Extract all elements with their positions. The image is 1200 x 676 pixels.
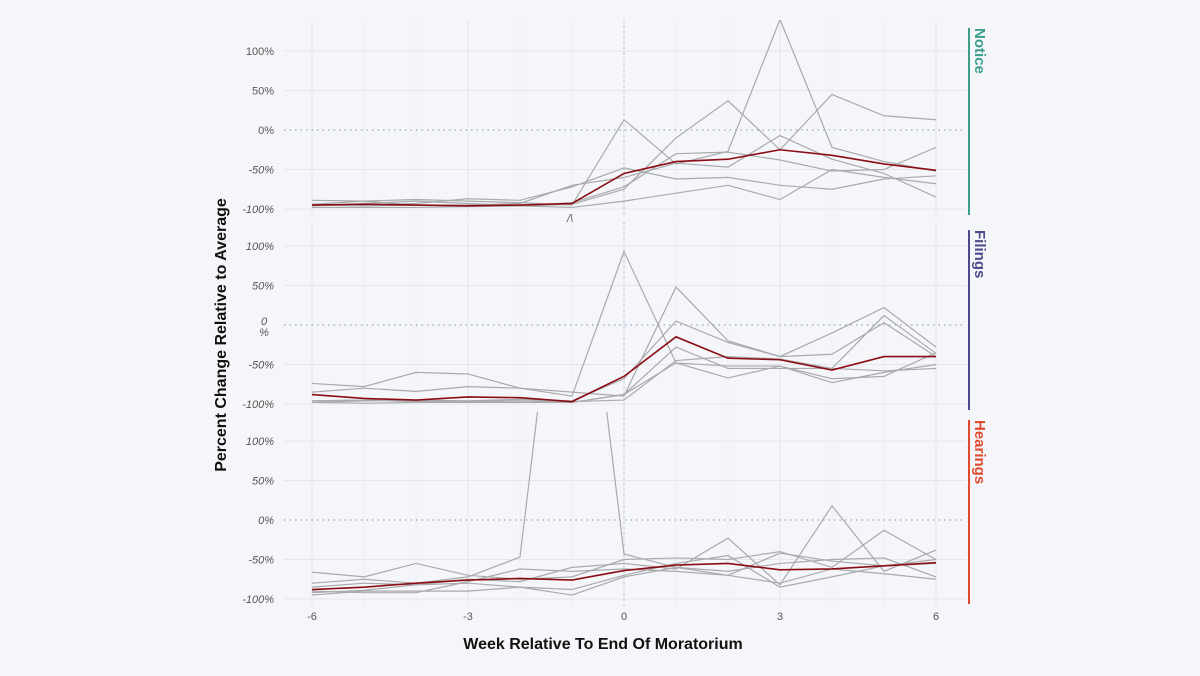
stray-mark: /\ bbox=[566, 213, 573, 225]
y-tick-label: -50% bbox=[248, 165, 274, 177]
y-tick-label: -50% bbox=[248, 555, 274, 567]
series-line bbox=[311, 554, 937, 594]
series-line bbox=[311, 93, 937, 207]
y-tick-label: 0% bbox=[258, 515, 274, 527]
x-tick-label: 6 bbox=[933, 611, 939, 623]
series-line bbox=[312, 168, 937, 209]
y-tick-label: -50% bbox=[248, 360, 274, 372]
x-tick-label: -3 bbox=[463, 611, 473, 623]
series-line bbox=[311, 20, 937, 206]
average-line bbox=[311, 148, 937, 207]
y-tick-label: 100% bbox=[246, 241, 274, 253]
average-line bbox=[311, 335, 936, 403]
y-tick-label: 50% bbox=[252, 281, 274, 293]
series-line bbox=[311, 167, 937, 206]
y-tick-label: 100% bbox=[246, 46, 274, 58]
panel-notice: -100% -50% 0% 50% 100% Notice bbox=[242, 20, 988, 217]
series-line bbox=[311, 557, 937, 596]
average-line bbox=[311, 561, 937, 591]
x-axis-title: Week Relative To End Of Moratorium bbox=[463, 636, 742, 653]
panel-hearings: -100% -50% 0% 50% 100% Hearings bbox=[242, 412, 988, 606]
y-axis-title: Percent Change Relative to Average bbox=[213, 198, 230, 472]
y-tick-label: -100% bbox=[242, 204, 274, 216]
facet-label-notice: Notice bbox=[971, 28, 988, 74]
y-tick-label: 0% bbox=[258, 125, 274, 137]
series-line bbox=[311, 286, 937, 397]
x-tick-label: 3 bbox=[777, 611, 783, 623]
x-tick-label: -6 bbox=[307, 611, 317, 623]
x-tick-label: 0 bbox=[621, 611, 627, 623]
series-line bbox=[311, 249, 937, 397]
y-tick-label: -100% bbox=[242, 594, 274, 606]
y-tick-label: 100% bbox=[246, 436, 274, 448]
series-line bbox=[311, 529, 937, 580]
y-tick-label: -100% bbox=[242, 399, 274, 411]
panel-filings: -100% -50% 0 % 50% 100% Filings bbox=[242, 222, 988, 412]
facet-label-hearings: Hearings bbox=[971, 420, 988, 484]
y-tick-label: 0% bbox=[259, 316, 269, 339]
facet-label-filings: Filings bbox=[971, 230, 988, 278]
y-tick-label: 50% bbox=[252, 476, 274, 488]
y-tick-label: 50% bbox=[252, 86, 274, 98]
